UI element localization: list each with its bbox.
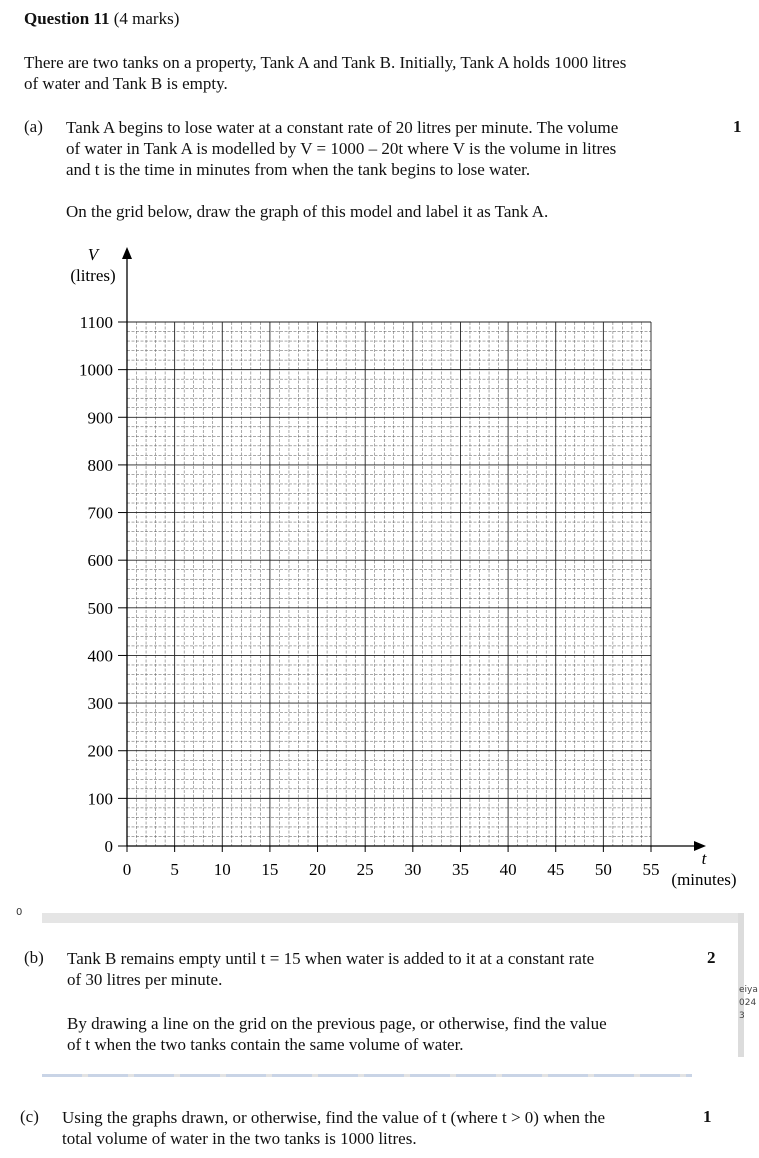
part-a-label: (a) [24,117,43,136]
major-grid-lines [126,321,652,847]
y-tick-label: 400 [88,646,114,665]
intro-line-2: of water and Tank B is empty. [24,74,228,93]
y-axis-arrow-icon [122,247,132,259]
x-tick-label: 15 [261,860,278,879]
y-tick-label: 100 [88,789,114,808]
x-tick-label: 5 [170,860,179,879]
page-edge-strip-top [42,913,742,923]
intro-line-1: There are two tanks on a property, Tank … [24,53,627,72]
part-c-line-1: Using the graphs drawn, or otherwise, fi… [62,1108,606,1127]
part-a-marks: 1 [733,117,742,136]
part-b-line-3: By drawing a line on the grid on the pre… [67,1014,607,1033]
page-edge-strip-bottom [42,1074,692,1077]
part-b-line-4: of t when the two tanks contain the same… [67,1035,464,1054]
x-tick-marks [126,846,652,852]
part-c-line-2: total volume of water in the two tanks i… [62,1129,417,1148]
x-tick-label: 0 [123,860,132,879]
part-c-marks: 1 [703,1107,712,1126]
part-a-instruction: On the grid below, draw the graph of thi… [66,202,549,221]
y-axis-variable: V [88,245,101,264]
part-a-line-2: of water in Tank A is modelled by V = 10… [66,139,617,158]
side-note-1: eiya [739,985,758,995]
part-a-line-1: Tank A begins to lose water at a constan… [66,118,619,137]
part-c-label: (c) [20,1107,39,1126]
y-tick-label: 0 [105,837,114,856]
part-a-line-3: and t is the time in minutes from when t… [66,160,531,179]
y-tick-label: 1100 [80,313,113,332]
y-axis-unit: (litres) [70,266,115,285]
x-axis-arrow-icon [694,841,706,851]
side-note-2: 024 [739,998,757,1008]
page-edge-strip-right [738,913,744,1057]
y-tick-label: 700 [88,504,114,523]
part-b-label: (b) [24,948,44,967]
y-tick-label: 800 [88,456,114,475]
y-tick-label: 300 [88,694,114,713]
x-axis-unit: (minutes) [671,870,736,889]
x-tick-label: 45 [547,860,564,879]
y-tick-label: 1000 [79,361,113,380]
x-tick-label: 50 [595,860,612,879]
x-tick-label: 35 [452,860,469,879]
part-b-marks: 2 [707,948,716,967]
question-marks: (4 marks) [113,9,180,28]
x-axis-variable: t [702,849,708,868]
y-tick-label: 200 [88,742,114,761]
x-tick-label: 20 [309,860,326,879]
part-b-line-2: of 30 litres per minute. [67,970,223,989]
x-tick-label: 40 [500,860,517,879]
x-tick-label: 30 [404,860,421,879]
minor-grid-lines [127,322,651,846]
side-note-3: 3 [739,1011,745,1021]
x-tick-labels: 0 5 10 15 20 25 30 35 40 45 50 55 [123,860,660,879]
y-tick-label: 600 [88,551,114,570]
y-tick-label: 500 [88,599,114,618]
part-b-line-1: Tank B remains empty until t = 15 when w… [67,949,595,968]
question-title: Question 11 [24,9,110,28]
x-tick-label: 10 [214,860,231,879]
y-tick-label: 900 [88,408,114,427]
x-tick-label: 25 [357,860,374,879]
x-tick-label: 55 [643,860,660,879]
corner-artifact-zero: 0 [16,907,23,918]
question-heading: Question 11 (4 marks) [24,8,179,29]
page-break-band [0,893,759,1083]
y-tick-marks [118,321,127,847]
